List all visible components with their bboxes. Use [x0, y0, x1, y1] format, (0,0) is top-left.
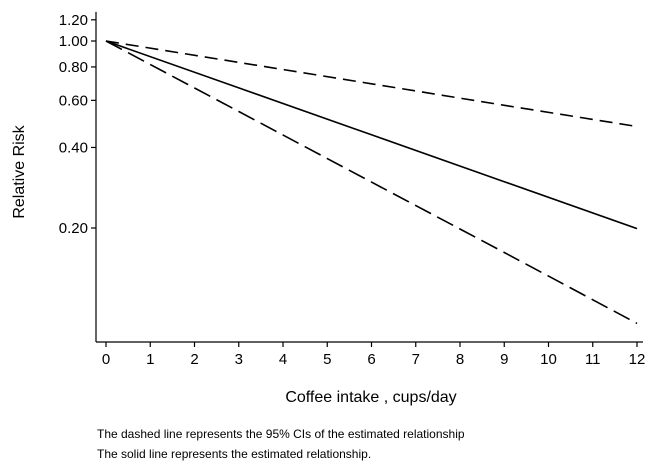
- x-tick-label: 2: [190, 351, 198, 368]
- footnote-ci: The dashed line represents the 95% CIs o…: [97, 427, 465, 441]
- x-tick-label: 6: [367, 351, 375, 368]
- estimate-line: [105, 40, 638, 230]
- x-tick-label: 5: [323, 351, 331, 368]
- y-tick-label: 0.80: [59, 59, 88, 76]
- y-tick-label: 1.00: [59, 33, 88, 50]
- y-tick-label: 0.60: [59, 92, 88, 109]
- x-tick-label: 11: [585, 351, 601, 368]
- y-axis-title: Relative Risk: [11, 124, 28, 218]
- x-tick-label: 12: [629, 351, 646, 368]
- x-tick-label: 4: [279, 351, 287, 368]
- upper-ci-line: [105, 40, 638, 128]
- x-tick-label: 3: [235, 351, 243, 368]
- footnote-estimate: The solid line represents the estimated …: [97, 447, 372, 461]
- x-tick-label: 10: [540, 351, 557, 368]
- y-tick-label: 1.20: [59, 12, 88, 29]
- x-axis-title: Coffee intake , cups/day: [285, 389, 456, 406]
- x-tick-label: 9: [500, 351, 508, 368]
- y-tick-label: 0.20: [59, 220, 88, 237]
- x-tick-label: 8: [456, 351, 464, 368]
- series-lines: [105, 40, 638, 325]
- x-tick-label: 7: [412, 351, 420, 368]
- x-tick-label: 1: [146, 351, 154, 368]
- lower-ci-line: [105, 40, 638, 325]
- chart: 0.200.400.600.801.001.200 1 2 3 4 5 6 7 8 9 10 11 12…: [11, 11, 646, 406]
- y-tick-label: 0.40: [59, 139, 88, 156]
- axes: 0.200.400.600.801.001.200 1 2 3 4 5 6 7 8 9 10 11 12: [59, 11, 646, 368]
- x-tick-label: 0: [102, 351, 110, 368]
